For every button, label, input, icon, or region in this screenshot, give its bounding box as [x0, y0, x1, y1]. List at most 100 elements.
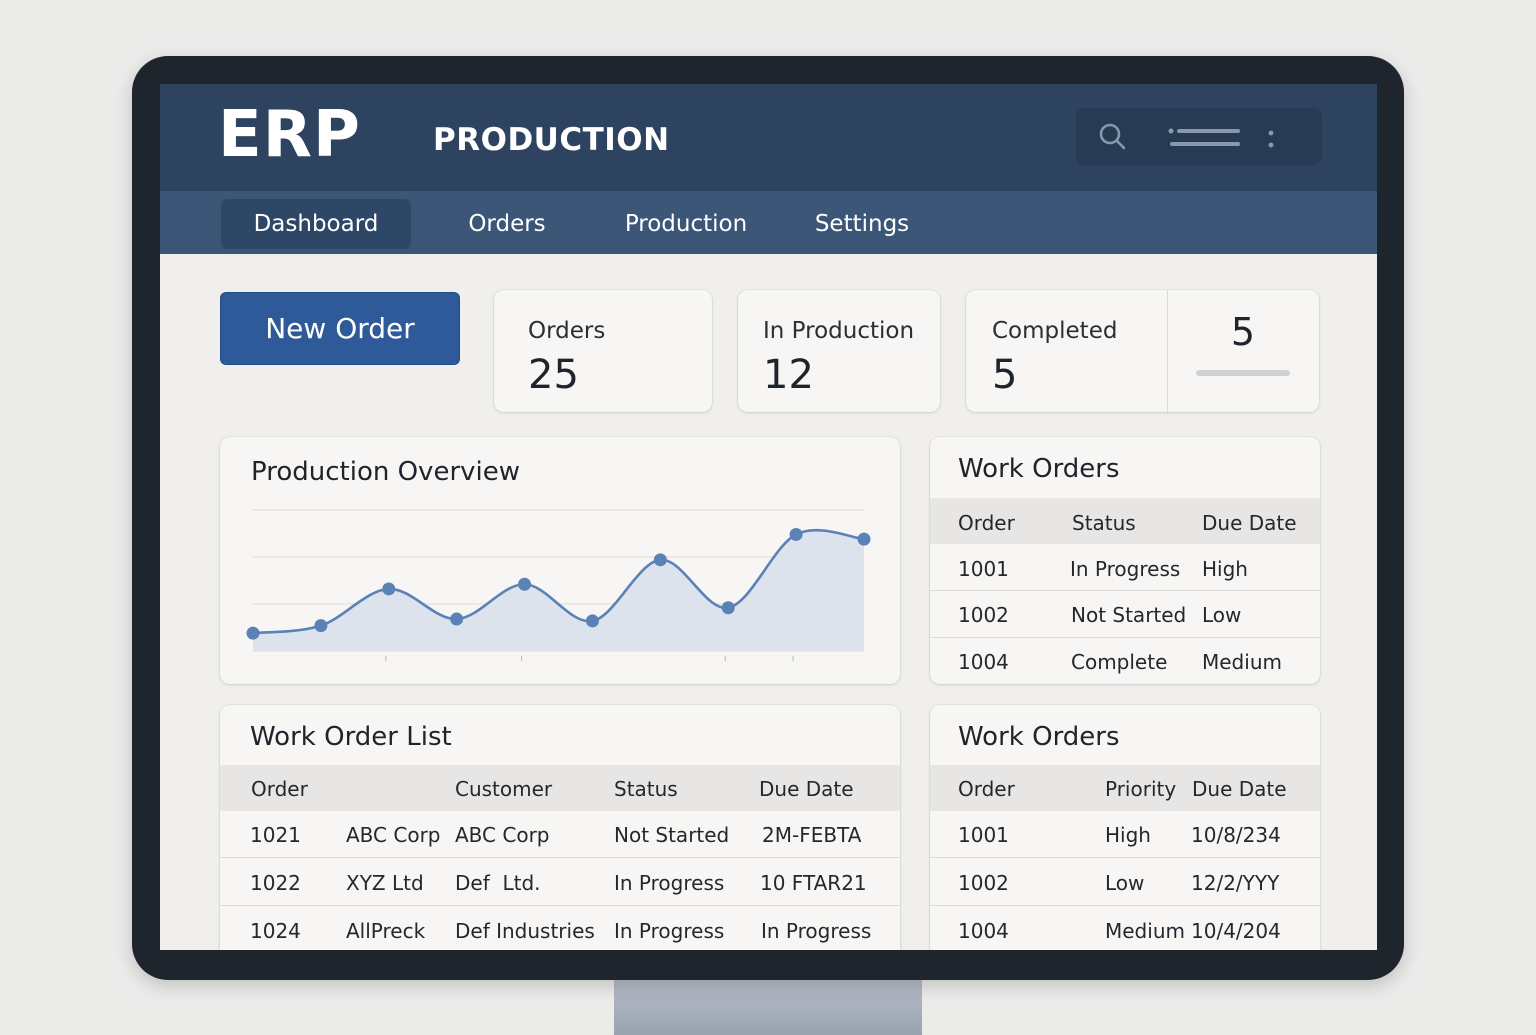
table-header: Order Priority Due Date	[930, 765, 1320, 811]
search-icon[interactable]	[1098, 122, 1128, 152]
module-title: PRODUCTION	[433, 122, 670, 158]
column-header: Order	[958, 511, 1015, 535]
table-row[interactable]: 1021 ABC Corp ABC Corp Not Started 2M-FE…	[220, 811, 900, 857]
chart-data-point	[518, 577, 532, 591]
table-cell: 1004	[958, 650, 1009, 674]
table-row[interactable]: 1002 Not Started Low	[930, 591, 1320, 637]
production-overview-chart	[246, 509, 871, 661]
table-cell: 10 FTAR21	[760, 871, 867, 895]
column-header: Status	[614, 777, 678, 801]
table-cell: Not Started	[614, 823, 730, 847]
table-cell: ABC Corp	[346, 823, 441, 847]
chart-data-point	[653, 553, 667, 567]
table-cell: 1001	[958, 823, 1009, 847]
row-divider	[220, 905, 900, 906]
table-cell: 12/2/YYY	[1191, 871, 1280, 895]
work-orders-card: Work Orders Order Status Due Date 1001 I…	[930, 437, 1320, 684]
chart-data-point	[585, 614, 599, 628]
card-title: Work Order List	[250, 722, 452, 752]
column-header: Order	[251, 777, 308, 801]
table-row[interactable]: 1001 In Progress High	[930, 544, 1320, 591]
table-row[interactable]: 1022 XYZ Ltd Def Ltd. In Progress 10 FTA…	[220, 858, 900, 905]
stat-value: 5	[992, 352, 1018, 398]
chart-data-point	[246, 626, 260, 640]
table-header: Order Status Due Date	[930, 498, 1320, 544]
stat-label: Completed	[992, 318, 1118, 344]
stat-card-orders[interactable]: Orders 25	[494, 290, 712, 412]
card-title: Work Orders	[958, 454, 1120, 484]
nav-tab-dashboard[interactable]: Dashboard	[221, 199, 411, 249]
column-header: Order	[958, 777, 1015, 801]
main-nav: Dashboard Orders Production Settings	[160, 191, 1377, 254]
chart-data-point	[857, 532, 871, 546]
column-header: Due Date	[1192, 777, 1287, 801]
table-cell: Def Industries	[455, 919, 595, 943]
work-order-list-card: Work Order List Order Customer Status Du…	[220, 705, 900, 950]
divider	[1167, 290, 1168, 412]
column-header: Due Date	[759, 777, 854, 801]
column-header: Customer	[455, 777, 553, 801]
table-cell: Def Ltd.	[455, 871, 541, 895]
table-cell: 1004	[958, 919, 1009, 943]
nav-tab-orders[interactable]: Orders	[468, 211, 546, 237]
monitor-stand	[614, 975, 922, 1035]
row-divider	[220, 857, 900, 858]
stat-label: In Production	[763, 318, 915, 344]
table-cell: Not Started	[1071, 603, 1187, 627]
table-row[interactable]: 1024 AllPreck Def Industries In Progress…	[220, 906, 900, 950]
table-cell: In Progress	[761, 919, 872, 943]
new-order-button[interactable]: New Order	[220, 292, 460, 365]
chart-data-point	[721, 601, 735, 615]
chart-data-point	[789, 527, 803, 541]
table-cell: ABC Corp	[455, 823, 550, 847]
table-cell: In Progress	[614, 919, 725, 943]
table-cell: High	[1105, 823, 1151, 847]
work-orders-priority-card: Work Orders Order Priority Due Date 1001…	[930, 705, 1320, 950]
table-cell: 1002	[958, 603, 1009, 627]
table-cell: 1022	[250, 871, 301, 895]
row-divider	[930, 637, 1320, 638]
column-header: Status	[1072, 511, 1136, 535]
stat-card-in-production[interactable]: In Production 12	[738, 290, 940, 412]
stat-label: Orders	[528, 318, 606, 344]
table-cell: 1021	[250, 823, 301, 847]
column-header: Due Date	[1202, 511, 1297, 535]
table-row[interactable]: 1004 Medium 10/4/204	[930, 906, 1320, 950]
table-header: Order Customer Status Due Date	[220, 765, 900, 811]
table-cell: XYZ Ltd	[346, 871, 424, 895]
table-row[interactable]: 1002 Low 12/2/YYY	[930, 858, 1320, 905]
menu-lines-icon[interactable]	[1168, 127, 1244, 149]
nav-tab-settings[interactable]: Settings	[814, 211, 910, 237]
table-cell: 10/4/204	[1191, 919, 1281, 943]
progress-bar	[1196, 370, 1290, 376]
table-cell: AllPreck	[346, 919, 426, 943]
app-header: ERP PRODUCTION	[160, 84, 1377, 191]
chart-area-fill	[253, 530, 864, 651]
table-cell: 1002	[958, 871, 1009, 895]
card-title: Work Orders	[958, 722, 1120, 752]
column-header: Priority	[1105, 777, 1177, 801]
more-vertical-icon[interactable]	[1265, 126, 1277, 152]
table-cell: 1024	[250, 919, 301, 943]
stat-card-completed[interactable]: Completed 5 5	[966, 290, 1319, 412]
table-row[interactable]: 1001 High 10/8/234	[930, 811, 1320, 857]
table-cell: Low	[1105, 871, 1145, 895]
table-row[interactable]: 1004 Complete Medium	[930, 638, 1320, 684]
table-cell: 1001	[958, 557, 1009, 581]
app-logo: ERP	[218, 98, 361, 172]
stat-value: 25	[528, 352, 579, 398]
header-toolbar	[1076, 108, 1322, 165]
table-cell: In Progress	[1070, 557, 1181, 581]
table-cell: Low	[1202, 603, 1242, 627]
app-screen: ERP PRODUCTION Dashboard Orders Producti…	[160, 84, 1377, 950]
nav-tab-production[interactable]: Production	[624, 211, 748, 237]
table-cell: Complete	[1071, 650, 1168, 674]
table-cell: Medium	[1202, 650, 1282, 674]
table-cell: Medium	[1105, 919, 1185, 943]
stat-value: 12	[763, 352, 814, 398]
table-cell: 2M-FEBTA	[762, 823, 862, 847]
chart-data-point	[382, 582, 396, 596]
table-cell: 10/8/234	[1191, 823, 1281, 847]
row-divider	[930, 590, 1320, 591]
row-divider	[930, 905, 1320, 906]
